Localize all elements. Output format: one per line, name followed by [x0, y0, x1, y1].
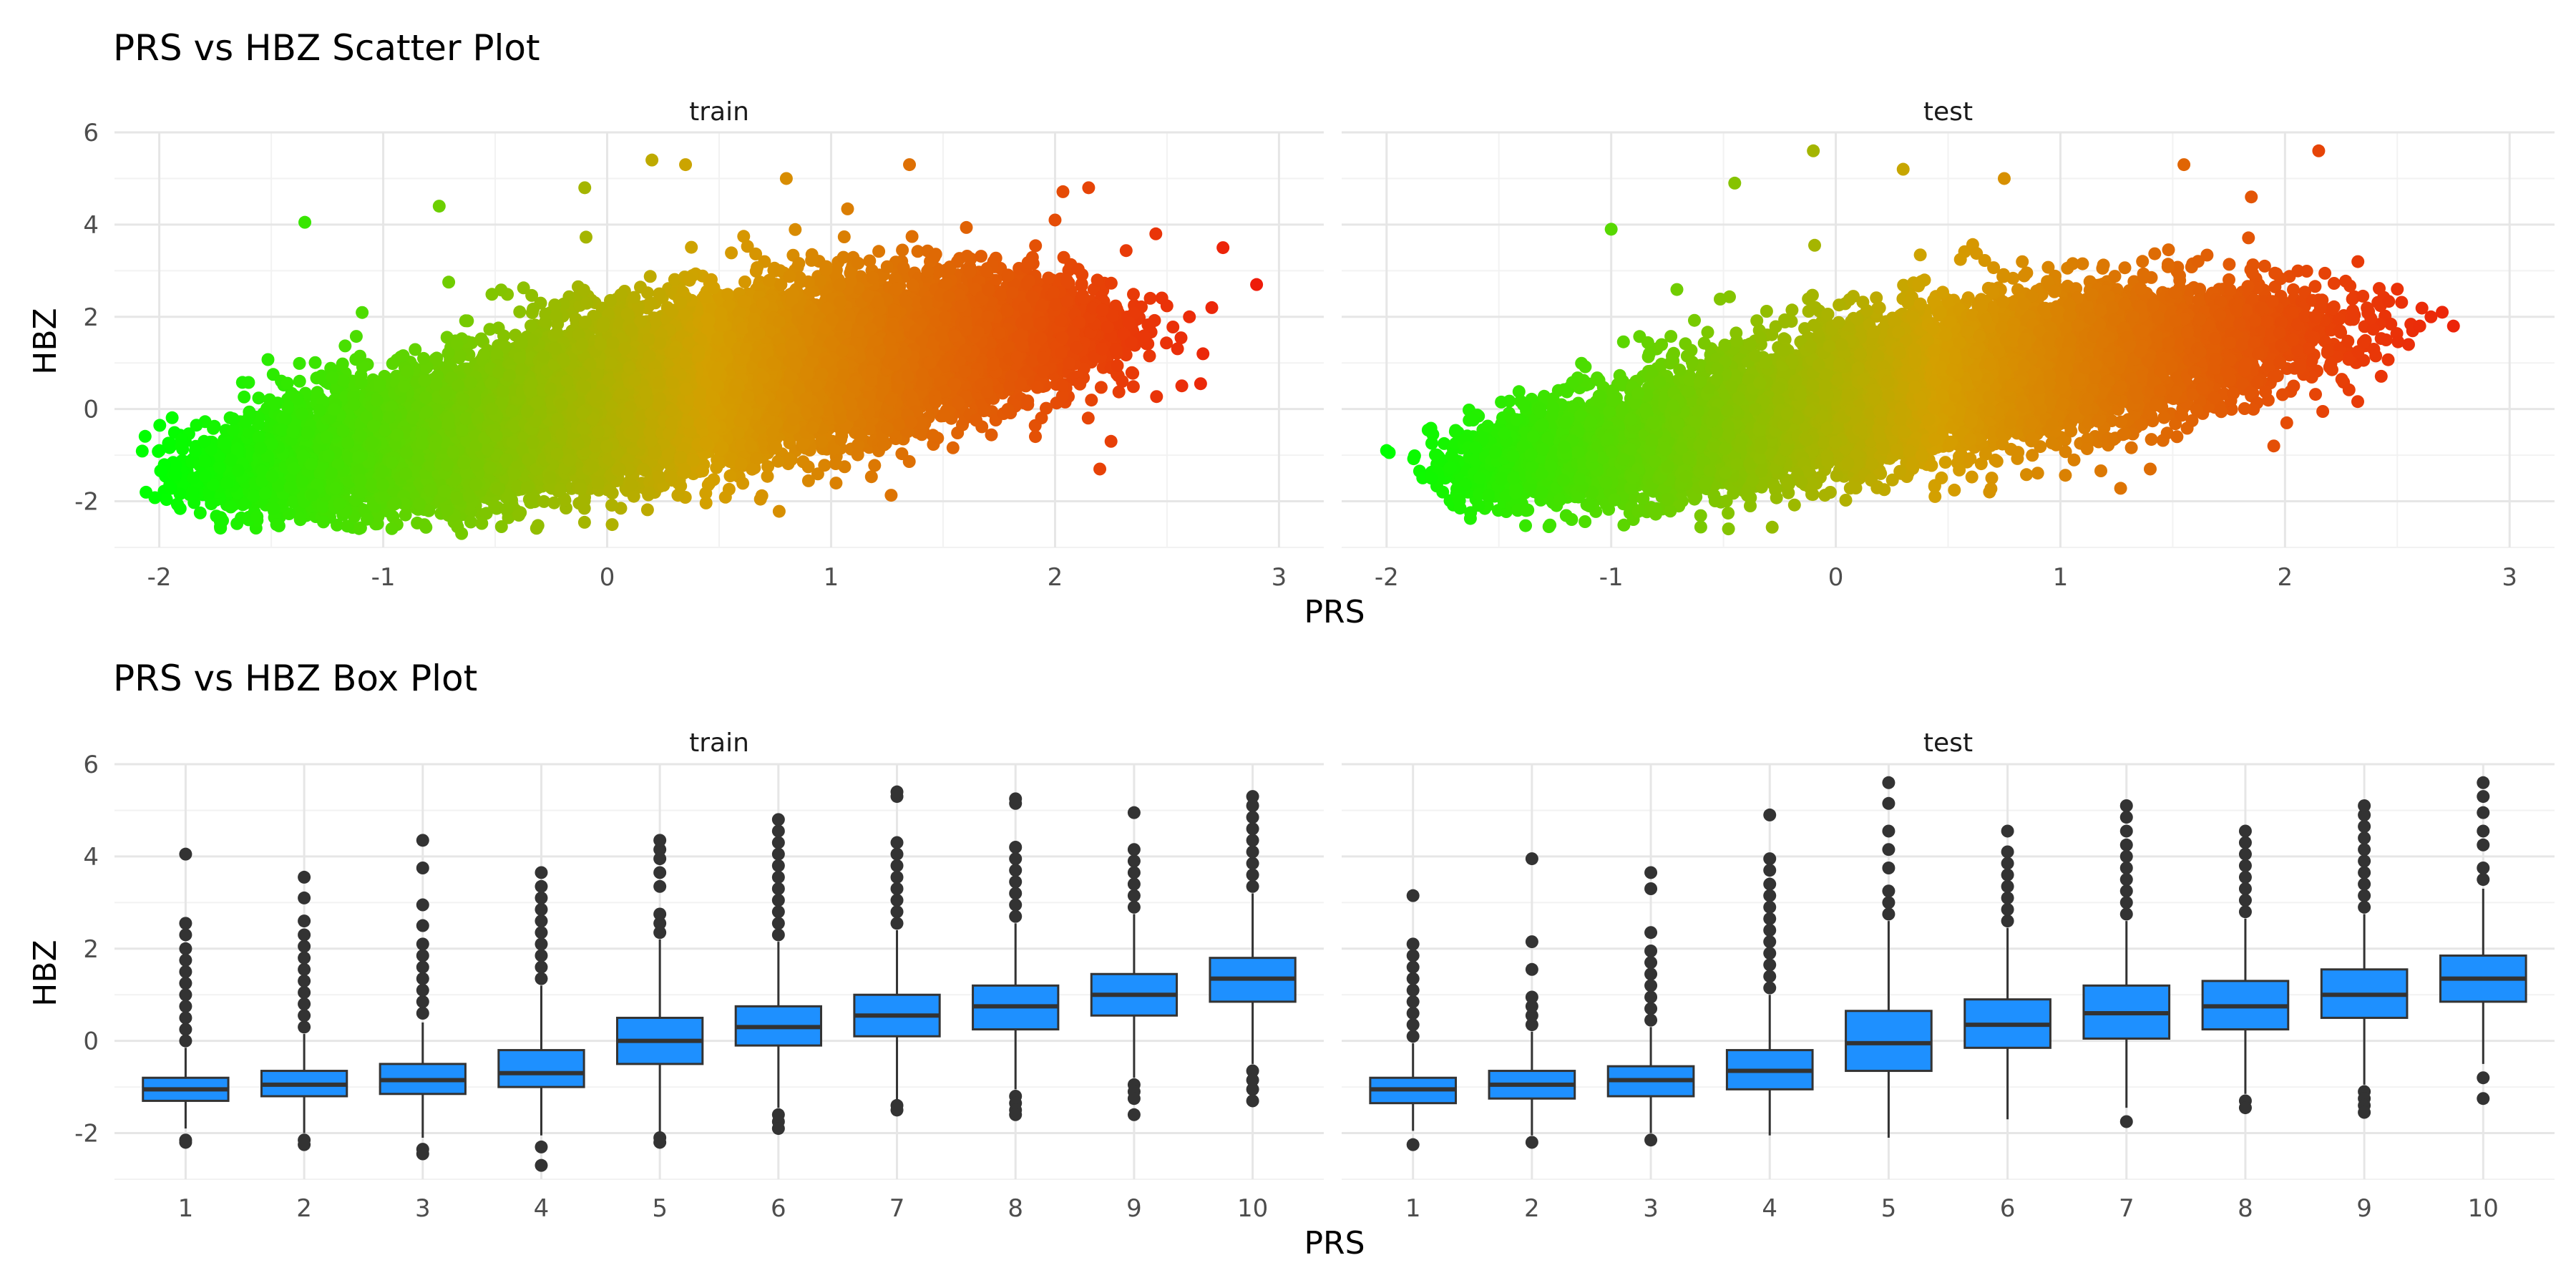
scatter-point	[464, 515, 477, 529]
scatter-point	[296, 475, 309, 489]
scatter-point	[227, 424, 240, 437]
scatter-point	[205, 497, 218, 511]
scatter-point	[270, 518, 283, 532]
scatter-point	[336, 424, 350, 438]
scatter-point	[338, 339, 352, 353]
scatter-point	[190, 419, 203, 432]
scatter-point	[230, 517, 244, 530]
scatter-point	[353, 474, 367, 487]
scatter-point	[499, 502, 513, 516]
scatter-point	[361, 512, 374, 526]
scatter-point	[349, 330, 363, 343]
scatter-point	[313, 404, 326, 417]
scatter-point	[275, 424, 288, 437]
scatter-point	[295, 407, 308, 421]
scatter-point	[418, 518, 431, 532]
scatter-point	[322, 449, 336, 462]
scatter-point	[317, 515, 330, 529]
scatter-point	[356, 306, 369, 319]
scatter-point	[252, 391, 265, 405]
scatter-point	[216, 514, 229, 527]
scatter-point	[254, 441, 267, 454]
scatter-point	[148, 491, 162, 504]
scatter-point	[280, 376, 294, 390]
scatter-point	[293, 356, 306, 370]
scatter-point	[283, 481, 297, 494]
scatter-point	[198, 469, 212, 483]
scatter-point	[217, 436, 230, 450]
scatter-point	[265, 469, 279, 483]
scatter-point	[226, 412, 240, 426]
scatter-point	[365, 478, 379, 492]
scatter-point	[135, 444, 149, 458]
scatter-point	[281, 401, 295, 414]
scatter-point	[385, 522, 399, 535]
scatter-point	[326, 371, 339, 384]
scatter-point	[311, 386, 324, 399]
scatter-point	[239, 415, 253, 429]
scatter-point	[208, 419, 221, 433]
scatter-point	[333, 497, 346, 510]
scatter-point	[286, 425, 300, 439]
scatter-point	[242, 376, 255, 389]
scatter-point	[198, 454, 212, 468]
scatter-point	[268, 397, 282, 411]
scatter-point	[336, 374, 350, 387]
scatter-point	[250, 509, 264, 523]
scatter-point	[187, 472, 200, 485]
scatter-point	[265, 437, 278, 451]
scatter-point	[336, 357, 349, 371]
scatter-point	[169, 459, 182, 472]
scatter-point	[267, 502, 280, 515]
scatter-point	[258, 487, 272, 500]
box-plot-title: PRS vs HBZ Box Plot	[113, 658, 477, 699]
scatter-point	[324, 467, 338, 480]
scatter-point	[475, 517, 489, 530]
scatter-point	[356, 360, 369, 374]
scatter-point	[170, 497, 184, 511]
scatter-point	[213, 461, 226, 474]
scatter-point	[347, 397, 361, 411]
scatter-point	[261, 353, 275, 366]
scatter-point	[231, 464, 245, 477]
scatter-point	[293, 374, 306, 388]
scatter-point	[230, 442, 244, 456]
scatter-point	[513, 305, 527, 318]
scatter-point	[193, 506, 207, 519]
scatter-point	[154, 464, 167, 477]
scatter-point	[316, 500, 330, 514]
scatter-point	[306, 488, 319, 502]
scatter-point	[153, 419, 167, 432]
scatter-point	[247, 489, 260, 503]
scatter-point	[138, 429, 152, 443]
scatter-point	[293, 512, 307, 525]
scatter-point	[488, 499, 502, 512]
scatter-point	[328, 482, 342, 495]
scatter-point	[165, 411, 179, 424]
scatter-point	[640, 503, 654, 517]
scatter-point	[287, 462, 301, 475]
scatter-point	[238, 390, 251, 404]
scatter-point	[224, 500, 238, 514]
scatter-plot-title: PRS vs HBZ Scatter Plot	[113, 27, 540, 69]
scatter-point	[252, 430, 265, 444]
facet-strip-label: train	[689, 97, 749, 127]
scatter-point	[308, 356, 322, 369]
scatter-point	[279, 412, 292, 426]
scatter-point	[185, 486, 199, 499]
